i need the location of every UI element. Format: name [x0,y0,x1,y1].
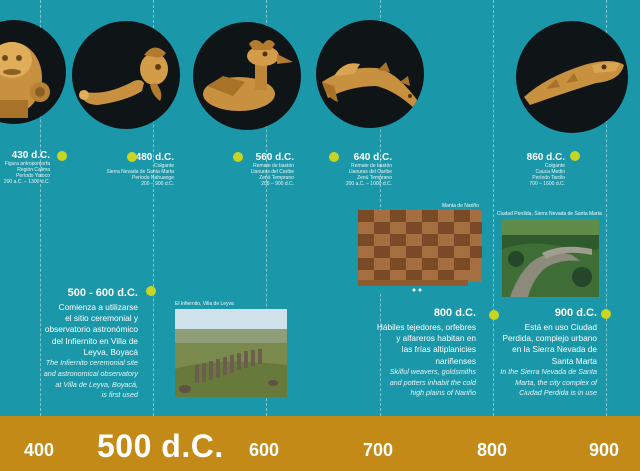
photo-caption: Manta de Nariño [442,203,479,209]
event-detail: Región Calima [17,167,50,173]
event-text-es: y alfareros habitan en [396,333,476,344]
event-infiernito: 500 - 600 d.C. Comienza a utilizarse el … [0,287,138,401]
event-text-es: en la Sierra Nevada de [512,344,597,355]
timeline-tick-700: 700 [363,440,394,460]
artifact-colgante-image [72,21,180,129]
timeline-dot [329,152,339,162]
event-detail: Período Yotoco [16,173,50,179]
event-text-es: observatorio astronómico [44,324,138,335]
event-480: 480 d.C. Colgante Sierra Nevada de Santa… [84,152,174,187]
guide-line [266,0,267,416]
event-text-es: Santa Marta [551,355,597,366]
event-detail: Figura antropomorfa [4,161,50,167]
event-year: 800 d.C. [433,307,476,319]
timeline-tick-600: 600 [249,440,280,460]
event-year: 430 d.C. [11,150,50,161]
event-text-en: Marta, the city complex of [515,377,597,387]
guide-line [40,0,41,416]
event-detail: Llanuras del Caribe [250,169,294,175]
timeline-tick-800: 800 [477,440,508,460]
event-detail: Colgante [153,163,174,169]
timeline-dot [57,151,67,161]
event-detail: Colgante [544,163,565,169]
event-detail: 200 a.C. – 1000 d.C. [345,181,392,187]
event-text-en: The Infiernito ceremonial site [45,358,138,368]
event-detail: 700 – 1600 d.C. [529,181,565,187]
event-detail: Sierra Nevada de Santa Marta [106,169,174,175]
event-year: 900 d.C. [554,307,597,319]
event-text-en: at Villa de Leyva, Boyacá, [55,379,138,389]
guide-line [153,0,154,416]
photo-caption: Ciudad Perdida, Sierra Nevada de Santa M… [497,211,602,217]
event-text-es: Comienza a utilizarse [58,302,138,312]
guide-line [493,0,494,416]
manta-photo [358,210,482,294]
timeline-dot [146,286,156,296]
event-ciudad-perdida: 900 d.C. Está en uso Ciudad Perdida, com… [457,307,597,399]
event-640: 640 d.C. Remate de bastón Llanuras del C… [312,152,392,187]
event-text-es: nariñenses [435,355,476,366]
timeline-tick-400: 400 [24,440,55,460]
infiernito-photo [175,309,287,397]
event-detail: 200 – 900 d.C. [261,181,294,187]
timeline-dot [601,309,611,319]
event-year: 480 d.C. [135,152,174,163]
event-detail: Cauca Medio [535,169,565,175]
event-text-es: Perdida, complejo urbano [502,333,597,344]
event-detail: Zenú Temprano [259,175,294,181]
artifact-remate-baston-caiman-image [316,20,424,128]
timeline-dot [489,310,499,320]
event-text-es: Hábiles tejedores, orfebres [376,322,476,332]
artifact-remate-baston-bird-image [193,22,301,130]
ciudad-perdida-photo [502,219,599,297]
event-text-es: Está en uso Ciudad [524,322,597,332]
timeline-dot [233,152,243,162]
event-detail: Período Nahuange [132,175,174,181]
artifact-figura-antropomorfa-image [0,20,66,124]
timeline-dot [570,151,580,161]
event-text-en: In the Sierra Nevada de Santa [500,366,597,376]
event-detail: Remate de bastón [253,163,294,169]
timeline-dot [127,152,137,162]
guide-line [380,0,381,416]
event-detail: Remate de bastón [351,163,392,169]
event-text-es: del Infiernito en Villa de [51,335,138,346]
event-text-es: el sitio ceremonial y [65,313,138,324]
event-text-es: las frías altiplanicies [401,344,476,355]
event-year: 640 d.C. [353,152,392,163]
event-detail: Zenú Temprano [357,175,392,181]
guide-line [606,0,607,416]
event-detail: Período Tardío [532,175,565,181]
event-year: 500 - 600 d.C. [67,287,138,299]
event-year: 860 d.C. [526,152,565,163]
artifact-colgante-cauca-image [516,21,628,133]
event-text-en: Ciudad Perdida is in use [519,388,597,398]
timeline-tick-500-current: 500 d.C. [97,428,224,464]
event-text-en: and astronomical observatory [43,368,138,378]
event-year: 560 d.C. [255,152,294,163]
event-430: 430 d.C. Figura antropomorfa Región Cali… [0,150,50,185]
timeline-tick-900: 900 [589,440,620,460]
event-manta-narino: 800 d.C. Hábiles tejedores, orfebres y a… [326,307,476,399]
timeline-band [0,416,640,471]
event-560: 560 d.C. Remate de bastón Llanuras del C… [214,152,294,187]
event-detail: 200 a.C. – 1300 d.C. [3,179,50,185]
photo-caption: El Infiernito, Villa de Leyva [175,301,234,307]
event-text-es: Leyva, Boyacá [83,346,138,357]
event-text-en: Skilful weavers, goldsmiths [389,366,476,376]
event-860: 860 d.C. Colgante Cauca Medio Período Ta… [485,152,565,187]
event-detail: Llanuras del Caribe [348,169,392,175]
event-detail: 200 – 900 d.C. [141,181,174,187]
event-text-en: and potters inhabit the cold [389,377,476,387]
event-text-en: high plains of Nariño [410,388,476,398]
event-text-en: is first used [101,390,138,400]
